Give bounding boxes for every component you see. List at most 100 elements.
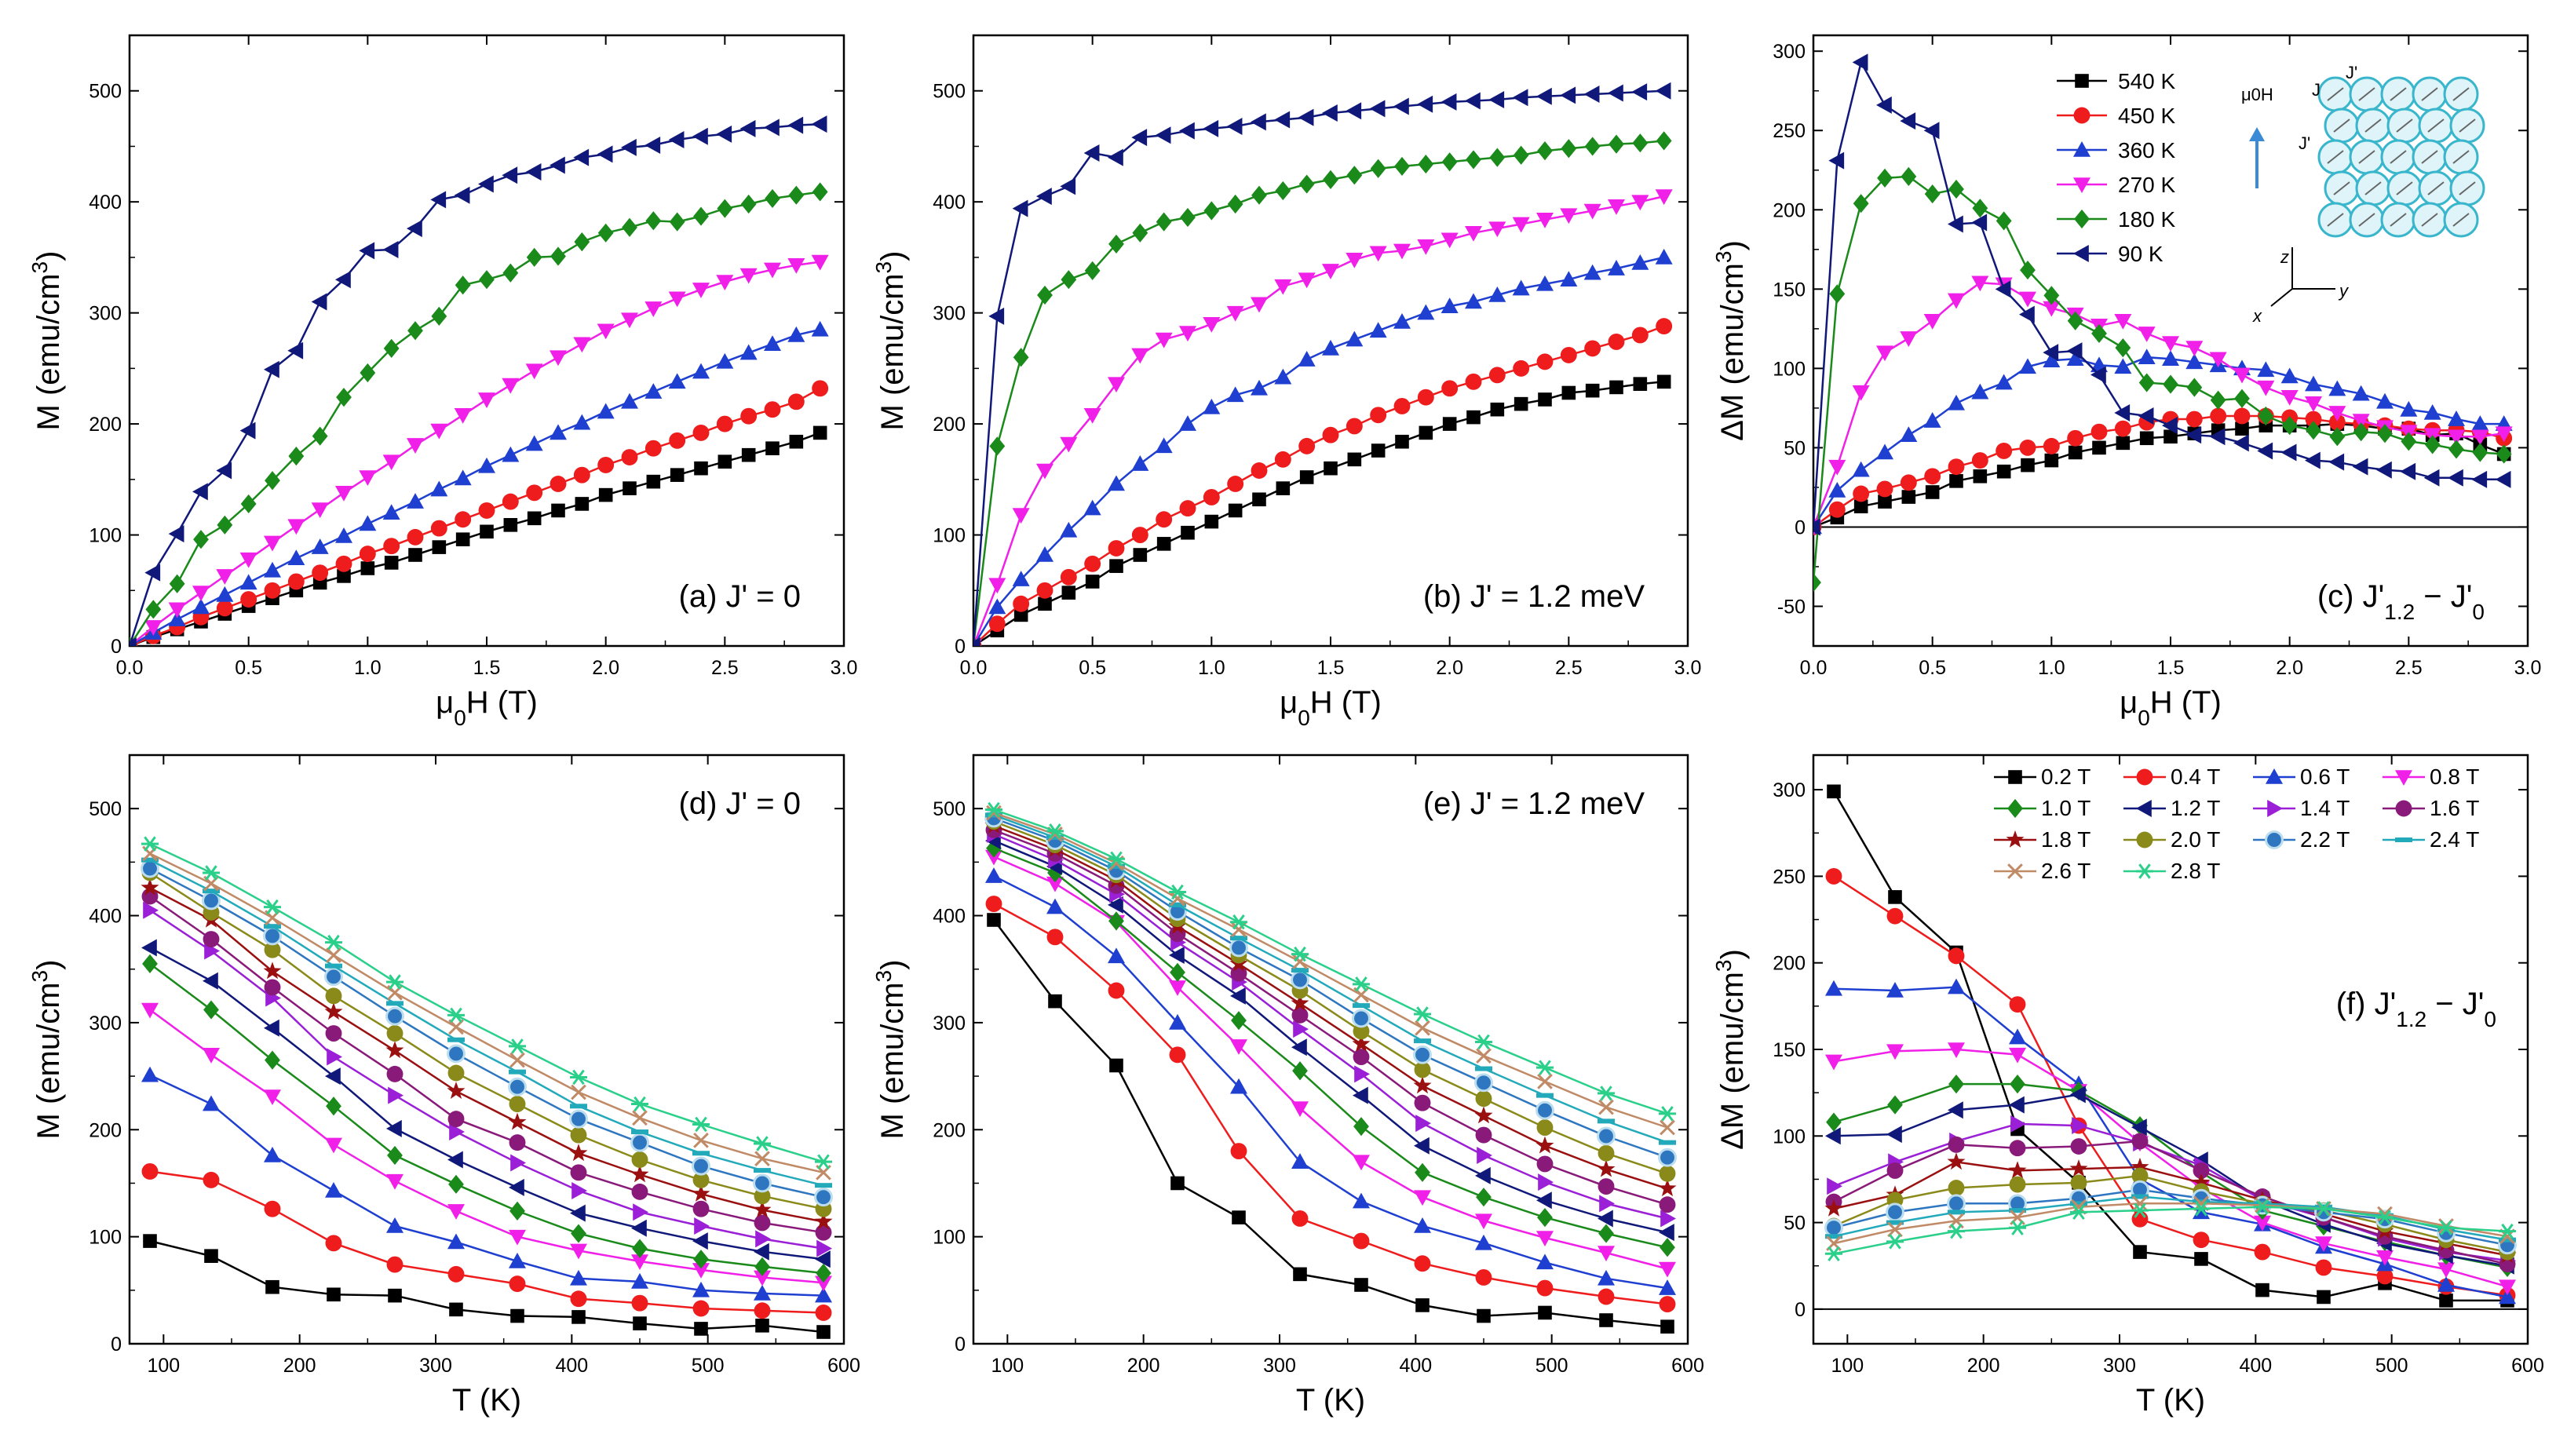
data-point [1514,396,1528,411]
data-point [2376,461,2392,479]
y-tick-label: 400 [933,906,966,928]
data-point [787,326,805,342]
data-point [1230,987,1246,1005]
inset-lattice: μ0H J J' J' z y x [2241,63,2485,326]
data-point [1418,154,1434,174]
data-point [1878,494,1892,509]
data-point [1037,285,1053,305]
legend-label: 0.6 T [2300,764,2350,789]
data-point [1475,1213,1492,1230]
data-point [988,578,1006,594]
legend-marker [2395,837,2412,842]
data-point [1948,179,1964,199]
data-point [1415,1298,1430,1312]
data-point [1465,92,1481,110]
x-tick-label: 500 [692,1355,725,1377]
data-point [216,569,234,585]
series-line [1833,1161,2508,1257]
data-point [324,1002,343,1020]
data-point [431,306,447,326]
series-group [984,801,1677,1334]
data-point [1947,1194,1966,1213]
data-point [203,972,218,990]
data-point [508,1077,527,1097]
legend-label: 1.4 T [2300,796,2350,820]
series-group [1813,53,2513,593]
data-point [1353,976,1370,992]
data-point [1477,1147,1492,1164]
data-point [1371,443,1386,458]
data-point [692,127,708,145]
data-point [1414,1038,1431,1044]
series-line [149,895,824,1234]
data-point [754,1151,770,1166]
y-tick-label: 300 [1773,41,1806,63]
data-point [755,1230,771,1248]
data-point [2353,422,2369,442]
data-point [2401,432,2417,451]
data-point [478,502,495,519]
data-point [1353,1023,1370,1040]
data-point [2019,358,2036,374]
y-tick-label: 100 [933,525,966,547]
y-tick-label: 0 [1795,516,1806,538]
data-point [382,241,399,259]
data-point [2162,417,2178,435]
data-point [716,125,732,143]
legend-marker [2073,177,2090,193]
data-point [325,1182,342,1198]
data-point [502,446,520,462]
data-point [1353,1232,1370,1250]
data-point [1948,978,1965,994]
data-point [1291,1006,1309,1024]
data-point [2186,378,2203,397]
data-point [430,191,447,209]
data-point [1441,93,1457,111]
data-point [571,1182,587,1199]
data-point [203,889,220,894]
x-axis-label: μ0H (T) [1280,685,1382,730]
data-point [335,555,352,572]
data-point [383,338,400,359]
data-point [1659,1165,1676,1182]
data-point [631,1272,648,1289]
data-point [2009,1028,2026,1045]
data-point [1180,207,1196,228]
data-point [787,258,805,274]
spin-arrow [2459,181,2476,195]
panel-a: 0.0 0.5 1.0 1.5 2.0 2.5 3.00100200300400500μ0H… [27,34,857,730]
data-point [1353,1086,1368,1104]
data-point [1888,890,1902,904]
data-point [1656,318,1673,335]
data-point [570,1104,587,1109]
data-point [1853,499,1868,513]
data-point [1046,835,1064,840]
data-point [2019,291,2036,308]
data-point [597,403,615,419]
data-point [360,363,376,383]
data-point [1108,896,1123,914]
data-point [1488,91,1505,109]
data-point [1536,1093,1554,1098]
data-point [2376,1268,2394,1285]
data-point [1299,470,1314,484]
data-point [1179,326,1196,342]
series-line [1833,986,2508,1298]
data-point [1561,385,1576,400]
data-point [812,425,827,440]
data-point [2044,453,2059,468]
data-point [454,469,472,486]
data-point [815,1286,832,1303]
data-point [1536,353,1554,370]
x-tick-label: 0.0 [960,657,988,679]
data-point [264,924,281,929]
data-point [1353,1049,1370,1065]
series-line [973,89,1664,646]
data-point [447,1204,465,1220]
y-axis-label-text: M (emu/cm [875,982,910,1139]
data-point [571,1084,586,1100]
panel-title-text: − J' [2415,579,2472,614]
data-point [169,574,185,593]
data-point [1083,144,1100,162]
data-point [570,1269,587,1286]
